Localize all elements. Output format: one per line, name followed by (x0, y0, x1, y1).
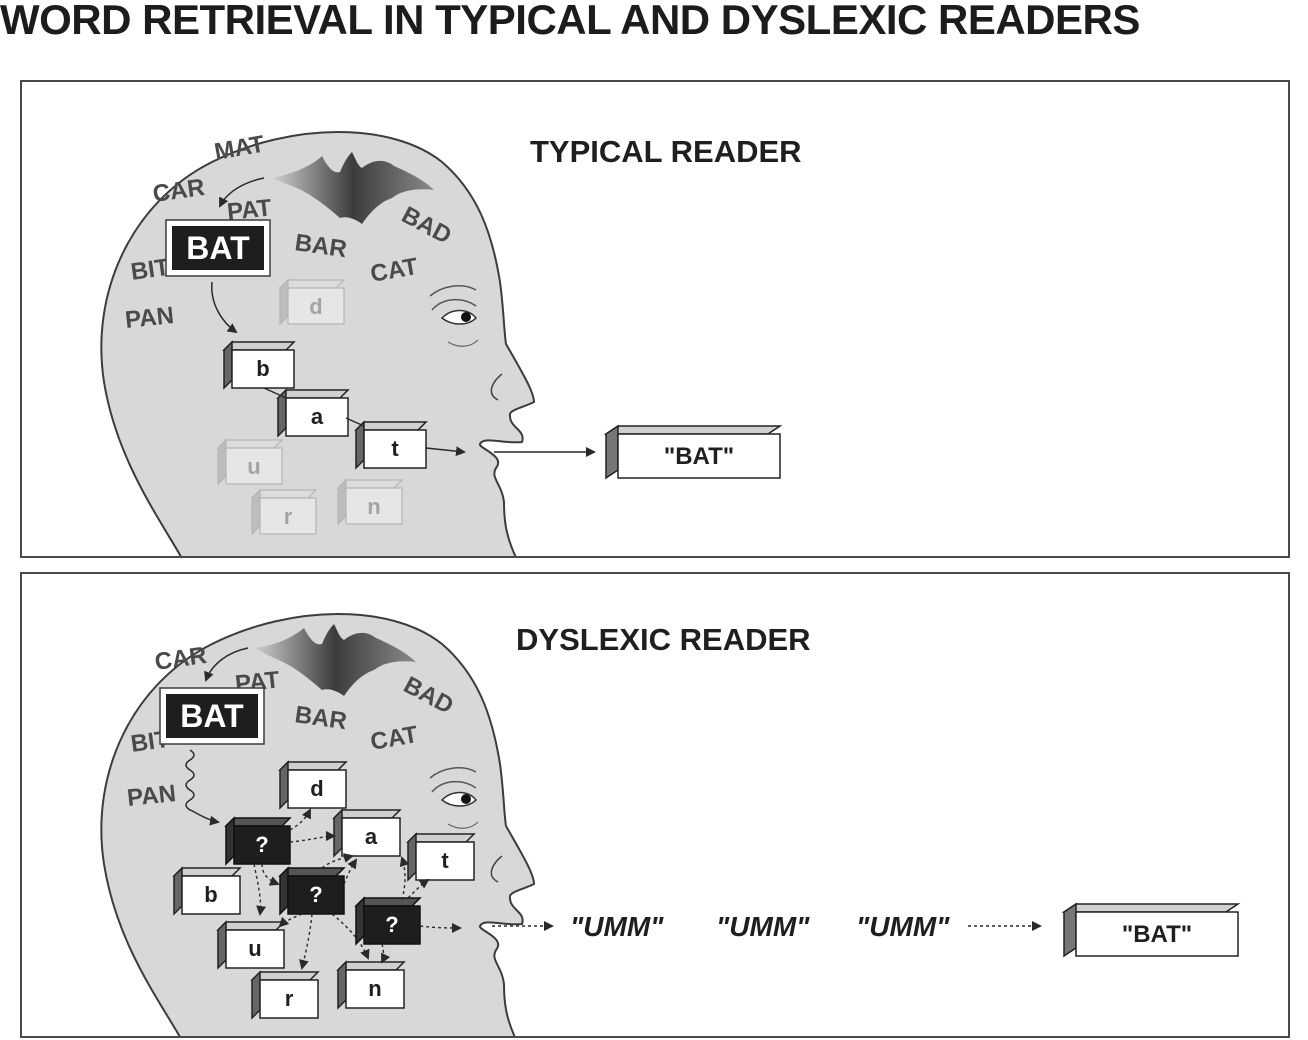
dyslexic-reader-scene: CAR PAT BAD BAR CAT BIT PAN BAT d a (100, 613, 1241, 1036)
hesitation-umm-3: "UMM" (856, 911, 950, 942)
confused-retrieval-arrows (253, 808, 462, 970)
dyslexic-reader-panel: DYSLEXIC READER CAR PAT BAD BAR CAT BIT (20, 572, 1290, 1038)
arrow-bat-to-b (211, 281, 238, 334)
hesitation-umm-2: "UMM" (716, 911, 810, 942)
svg-text:a: a (365, 824, 378, 849)
svg-text:r: r (284, 504, 293, 529)
svg-text:?: ? (385, 912, 398, 937)
word-pan: PAN (126, 780, 177, 812)
bat-silhouette-icon (272, 152, 434, 224)
svg-text:u: u (247, 454, 260, 479)
page-title: WORD RETRIEVAL IN TYPICAL AND DYSLEXIC R… (0, 0, 1140, 43)
letter-block-a: a (332, 808, 402, 858)
letter-block-n: n (336, 960, 406, 1010)
typical-reader-panel: TYPICAL READER MAT CAR PAT BAD BAR (20, 80, 1290, 558)
output-block: "BAT" (603, 424, 783, 480)
svg-text:BAT: BAT (186, 230, 250, 266)
letter-block-t: t (406, 832, 476, 882)
svg-text:n: n (368, 976, 381, 1001)
letter-block-r-faded: r (250, 488, 318, 536)
svg-text:b: b (204, 882, 217, 907)
svg-text:t: t (441, 848, 449, 873)
typical-reader-scene: MAT CAR PAT BAD BAR CAT BIT PAN BAT d u (100, 131, 783, 556)
output-block: "BAT" (1061, 902, 1241, 958)
letter-block-d-faded: d (278, 278, 346, 326)
svg-text:r: r (285, 986, 294, 1011)
hesitation-umm-1: "UMM" (570, 911, 664, 942)
letter-block-t: t (354, 420, 428, 470)
typical-reader-heading: TYPICAL READER (530, 134, 802, 169)
svg-text:BAT: BAT (180, 698, 244, 734)
target-word-box: BAT (159, 687, 265, 745)
svg-text:a: a (311, 404, 324, 429)
svg-text:"BAT": "BAT" (1122, 921, 1192, 948)
letter-block-r: r (250, 970, 320, 1020)
unknown-block-2: ? (278, 866, 346, 916)
svg-text:?: ? (309, 882, 322, 907)
letter-block-n-faded: n (336, 478, 404, 526)
unknown-block-3: ? (354, 896, 422, 946)
letter-block-b: b (172, 866, 242, 916)
svg-text:t: t (391, 436, 399, 461)
bat-silhouette-icon (254, 624, 416, 696)
letter-block-u: u (216, 920, 286, 970)
word-bit: BIT (129, 254, 171, 286)
word-pan: PAN (124, 302, 175, 334)
wavy-arrow-bat-to-unknown (185, 749, 220, 826)
dyslexic-reader-heading: DYSLEXIC READER (516, 622, 811, 657)
arrow-car-to-bat (204, 647, 249, 682)
svg-text:"BAT": "BAT" (664, 443, 734, 470)
target-word-box: BAT (165, 219, 271, 277)
unknown-block-1: ? (224, 816, 292, 866)
svg-text:n: n (367, 494, 380, 519)
letter-block-b: b (222, 340, 296, 390)
arrow-car-to-bat (219, 177, 265, 208)
letter-block-u-faded: u (216, 438, 284, 486)
arrow-t-to-mouth (425, 446, 466, 457)
svg-text:b: b (256, 356, 269, 381)
letter-block-d: d (278, 760, 348, 810)
svg-text:u: u (248, 936, 261, 961)
svg-text:d: d (310, 776, 323, 801)
letter-block-a: a (276, 388, 350, 438)
svg-text:?: ? (255, 832, 268, 857)
svg-text:d: d (309, 294, 322, 319)
